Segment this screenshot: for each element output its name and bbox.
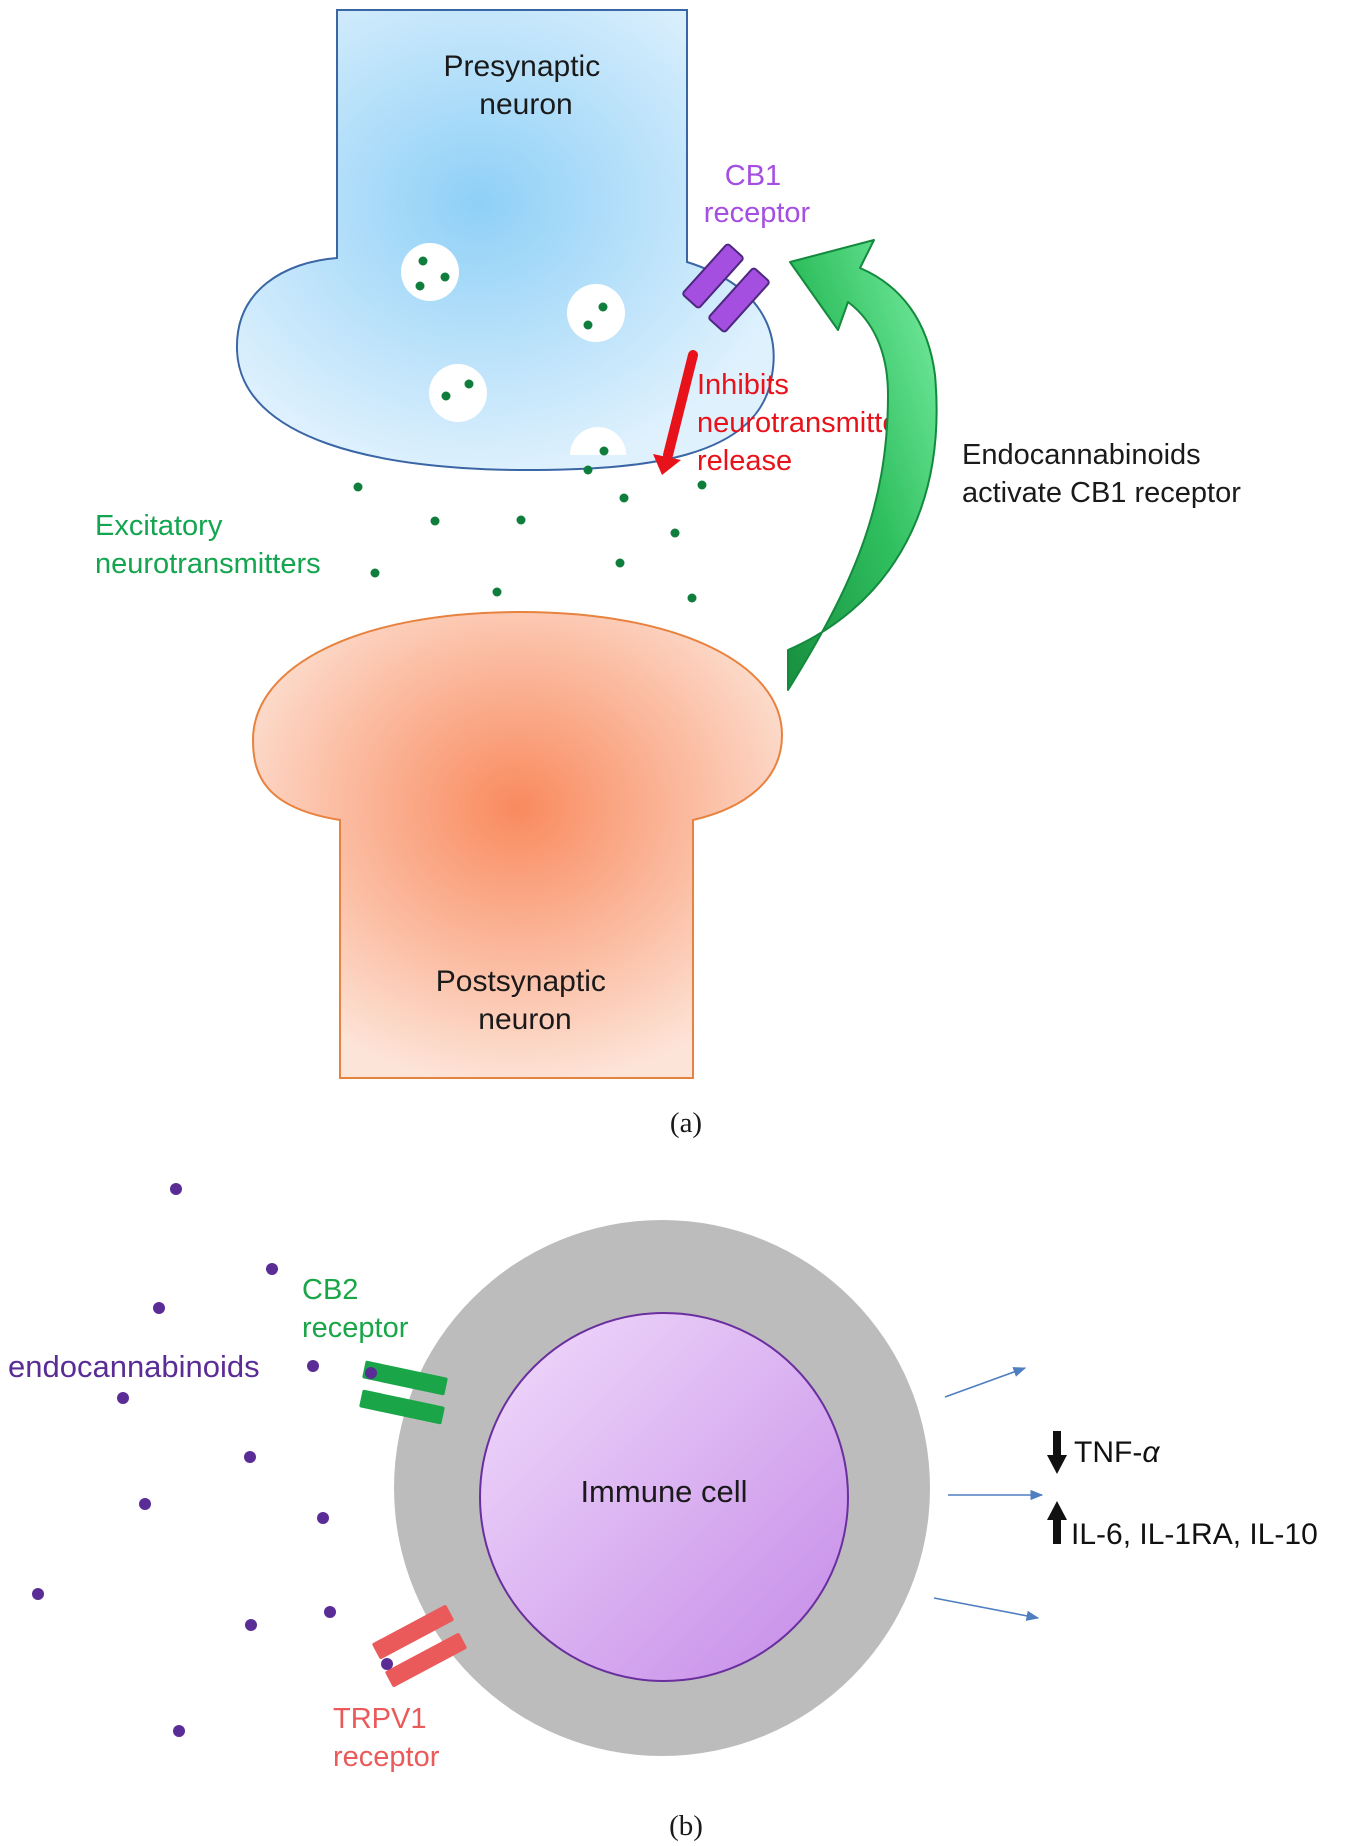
endocannabinoid-arrow [787, 239, 938, 691]
trpv1-label: TRPV1 receptor [333, 1703, 440, 1773]
endo-activate-label: Endocannabinoids activate CB1 receptor [962, 439, 1241, 509]
caption-a: (a) [670, 1107, 702, 1139]
immune-cell-nucleus [479, 1312, 849, 1682]
secretion-arrow [933, 1597, 1040, 1621]
panel-b: Immune cell CB2 receptor TRPV1 receptor … [8, 1183, 1318, 1842]
inhibits-label: Inhibits neurotransmitter release [697, 369, 916, 477]
immune-cell-label: Immune cell [580, 1474, 747, 1509]
excitatory-label: Excitatory neurotransmitters [95, 510, 321, 580]
vesicle-releasing [570, 427, 626, 456]
presynaptic-neuron [235, 9, 775, 472]
postsynaptic-label: Postsynaptic neuron [436, 965, 614, 1036]
vesicles [401, 243, 626, 456]
panel-a: CB1 receptor Presynaptic neuron Inhibits… [95, 9, 1241, 1139]
cb2-receptor [359, 1360, 448, 1425]
tnf-label: TNF-α [1074, 1436, 1160, 1469]
cb1-receptor [682, 243, 770, 333]
up-arrow-icon [1047, 1501, 1067, 1544]
interleukins-label: IL-6, IL-1RA, IL-10 [1071, 1518, 1318, 1551]
cb2-label: CB2 receptor [302, 1274, 409, 1344]
vesicle [429, 364, 487, 422]
secretion-arrows [933, 1367, 1044, 1621]
down-arrow-icon [1047, 1431, 1067, 1474]
vesicle [567, 284, 625, 342]
postsynaptic-neuron [251, 610, 784, 1079]
secretion-arrow [944, 1367, 1027, 1398]
inhibit-arrow [653, 350, 698, 475]
cb1-label: CB1 receptor [704, 160, 811, 229]
endocannabinoid-dots [32, 1183, 393, 1737]
presynaptic-label: Presynaptic neuron [443, 50, 608, 121]
vesicle [401, 243, 459, 301]
trpv1-receptor [372, 1605, 467, 1687]
caption-b: (b) [669, 1810, 703, 1842]
endocannabinoids-label: endocannabinoids [8, 1349, 260, 1384]
